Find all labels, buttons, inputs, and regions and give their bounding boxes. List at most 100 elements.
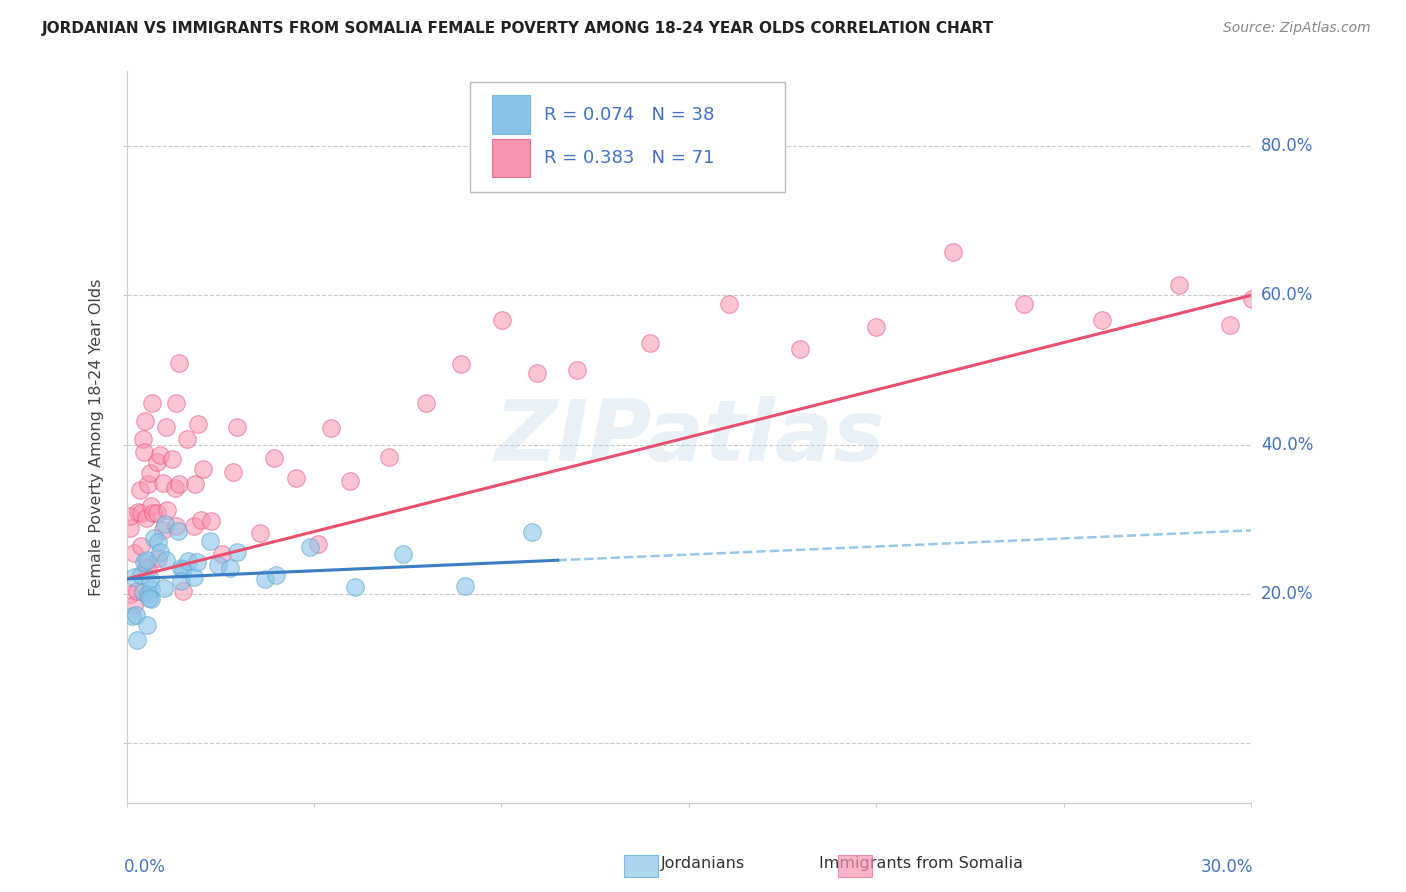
Point bbox=[162, 452, 184, 467]
Point bbox=[299, 540, 322, 554]
Point bbox=[942, 245, 965, 260]
Point bbox=[139, 466, 162, 480]
Point bbox=[226, 420, 249, 434]
Point bbox=[526, 366, 548, 380]
Point bbox=[142, 506, 165, 520]
Text: Jordanians: Jordanians bbox=[661, 856, 745, 871]
FancyBboxPatch shape bbox=[492, 139, 530, 178]
Point bbox=[139, 572, 162, 586]
Point bbox=[122, 570, 145, 584]
Point bbox=[865, 319, 887, 334]
Point bbox=[225, 545, 247, 559]
Point bbox=[125, 632, 148, 647]
Point bbox=[155, 516, 177, 531]
Point bbox=[122, 598, 145, 612]
Point bbox=[132, 585, 155, 599]
Point bbox=[789, 343, 811, 357]
Point bbox=[177, 554, 200, 568]
Point bbox=[1091, 313, 1114, 327]
Point bbox=[134, 414, 156, 428]
Point bbox=[211, 547, 233, 561]
Point bbox=[139, 499, 162, 513]
Point bbox=[152, 523, 174, 537]
Point bbox=[491, 313, 513, 327]
Text: Immigrants from Somalia: Immigrants from Somalia bbox=[818, 856, 1024, 871]
Point bbox=[186, 555, 208, 569]
Point bbox=[183, 570, 205, 584]
Point bbox=[146, 455, 169, 469]
Point bbox=[219, 560, 242, 574]
Point bbox=[567, 363, 589, 377]
Point bbox=[172, 583, 194, 598]
Point bbox=[135, 560, 157, 574]
Point bbox=[148, 535, 170, 549]
Point bbox=[146, 551, 169, 566]
Point bbox=[125, 608, 148, 623]
Point bbox=[122, 546, 145, 560]
Point bbox=[1316, 237, 1339, 252]
Point bbox=[155, 553, 177, 567]
Point bbox=[307, 537, 329, 551]
Point bbox=[263, 450, 285, 465]
Point bbox=[1278, 243, 1301, 257]
Point bbox=[343, 580, 366, 594]
Y-axis label: Female Poverty Among 18-24 Year Olds: Female Poverty Among 18-24 Year Olds bbox=[89, 278, 104, 596]
Text: ZIPatlas: ZIPatlas bbox=[494, 395, 884, 479]
Point bbox=[153, 582, 176, 596]
Point bbox=[149, 545, 172, 559]
Point bbox=[454, 579, 477, 593]
Point bbox=[152, 475, 174, 490]
Point bbox=[155, 419, 177, 434]
Point bbox=[1219, 318, 1241, 333]
Point bbox=[145, 506, 167, 520]
Point bbox=[136, 553, 159, 567]
Point bbox=[1240, 292, 1263, 306]
Point bbox=[167, 524, 190, 538]
Point bbox=[207, 558, 229, 572]
Text: 80.0%: 80.0% bbox=[1261, 137, 1313, 155]
Point bbox=[200, 534, 222, 549]
Point bbox=[718, 297, 741, 311]
Point bbox=[520, 525, 543, 540]
Text: R = 0.383   N = 71: R = 0.383 N = 71 bbox=[544, 149, 714, 168]
Point bbox=[1012, 297, 1035, 311]
Point bbox=[187, 417, 209, 432]
Point bbox=[200, 514, 222, 528]
Point bbox=[1350, 276, 1372, 290]
Point bbox=[125, 583, 148, 598]
Point bbox=[184, 477, 207, 491]
Point bbox=[170, 560, 193, 574]
Point bbox=[266, 567, 288, 582]
Point bbox=[156, 503, 179, 517]
Point bbox=[149, 448, 172, 462]
Point bbox=[339, 474, 361, 488]
Point bbox=[142, 531, 165, 545]
Point bbox=[378, 450, 401, 465]
Point bbox=[129, 540, 152, 554]
Point bbox=[176, 432, 198, 446]
Point bbox=[132, 432, 155, 446]
Point bbox=[129, 506, 152, 520]
Point bbox=[319, 421, 342, 435]
Point bbox=[392, 547, 415, 561]
Point bbox=[129, 483, 152, 497]
Point bbox=[249, 526, 271, 541]
Point bbox=[132, 555, 155, 569]
Point bbox=[141, 395, 163, 409]
Point bbox=[135, 510, 157, 524]
Text: 0.0%: 0.0% bbox=[124, 858, 166, 876]
Point bbox=[450, 357, 472, 371]
Point bbox=[138, 591, 160, 606]
Text: 60.0%: 60.0% bbox=[1261, 286, 1313, 304]
Point bbox=[120, 587, 142, 601]
Text: Source: ZipAtlas.com: Source: ZipAtlas.com bbox=[1223, 21, 1371, 35]
Point bbox=[136, 476, 159, 491]
Point bbox=[165, 395, 187, 409]
Point bbox=[120, 509, 142, 524]
Point bbox=[118, 521, 141, 535]
Point bbox=[172, 562, 194, 576]
Point bbox=[165, 519, 187, 533]
Point bbox=[170, 574, 193, 588]
Point bbox=[136, 618, 159, 632]
Point bbox=[222, 465, 245, 479]
